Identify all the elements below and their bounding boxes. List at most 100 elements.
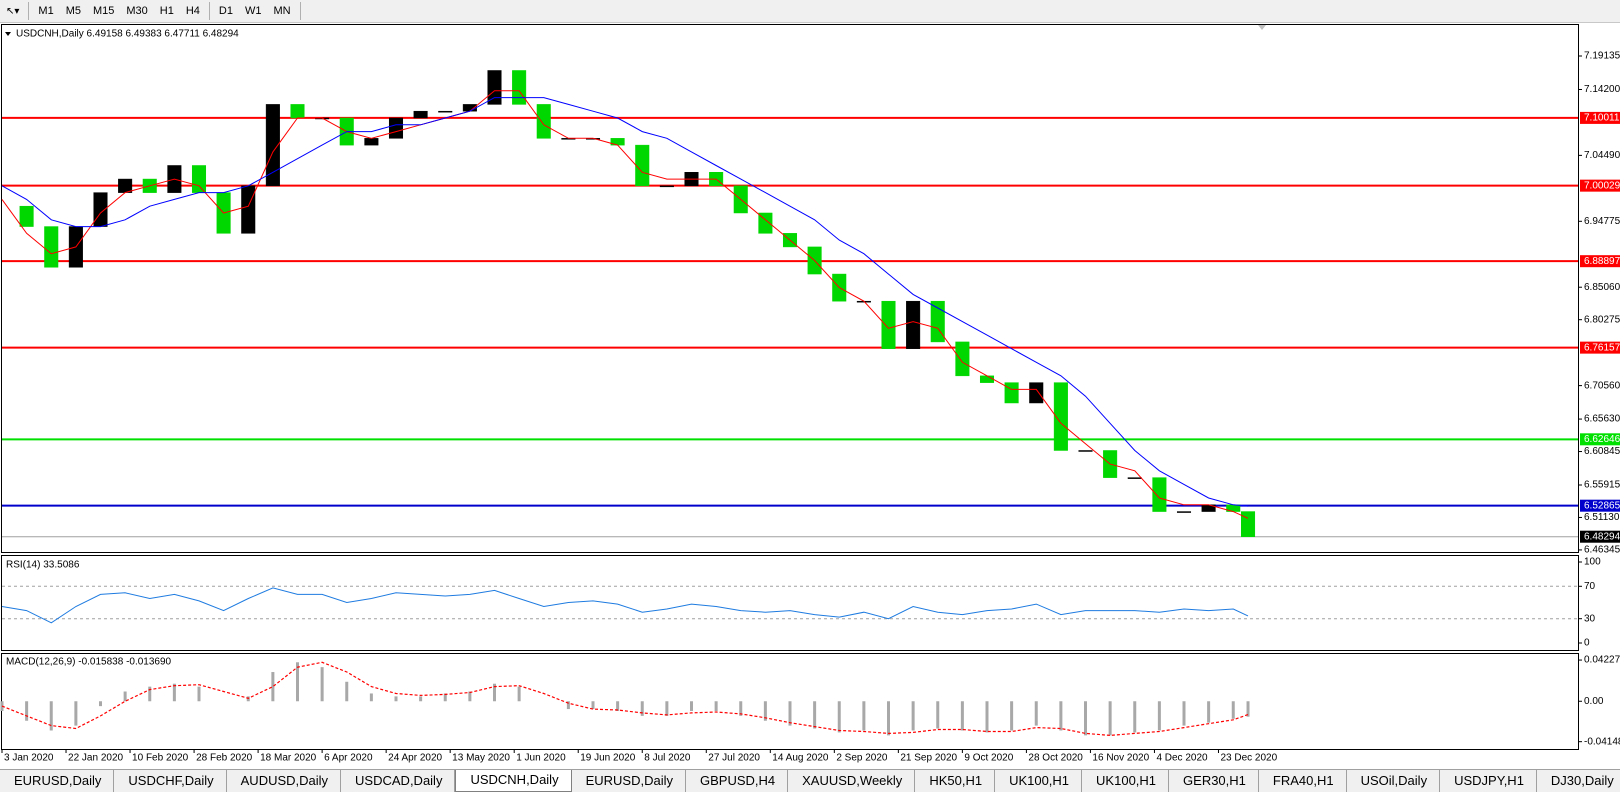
candle [118,178,133,193]
symbol-tab[interactable]: GBPUSD,H4 [686,770,789,792]
symbol-tab[interactable]: UK100,H1 [1082,770,1170,792]
histogram-bar [690,701,693,711]
level-label-box [1580,179,1620,192]
candle [1241,511,1256,537]
histogram-bar [271,672,275,702]
x-tick-label: 6 Apr 2020 [324,753,373,764]
symbol-tab[interactable]: USDCHF,Daily [114,770,227,792]
chart: USDCNH,Daily 6.49158 6.49383 6.47711 6.4… [0,23,1620,769]
symbol-tab[interactable]: EURUSD,Daily [0,770,115,792]
candle [659,185,674,188]
timeframe-button[interactable]: H4 [185,5,200,17]
y-tick-label: 6.60845 [1584,446,1620,457]
level-label: 6.88897 [1584,256,1620,267]
candle [191,165,207,193]
y-tick-label: 0.00 [1584,696,1604,707]
histogram-bar [99,701,102,707]
candle [758,212,773,234]
candle [388,117,404,139]
histogram-bar [1182,701,1186,726]
x-tick-label: 3 Jan 2020 [4,753,54,764]
symbol-tab[interactable]: XAUUSD,Weekly [788,770,916,792]
histogram-bar [74,701,78,726]
x-tick-label: 1 Jun 2020 [516,753,566,764]
y-tick-label: 6.65630 [1584,414,1620,425]
symbol-tab[interactable]: USDCNH,Daily [455,770,572,792]
timeframe-button[interactable]: M5 [65,5,81,17]
symbol-tab[interactable]: EURUSD,Daily [572,770,686,792]
candle [1078,450,1093,452]
level-label: 6.62646 [1584,434,1620,445]
histogram-bar [320,667,324,702]
symbol-tab[interactable]: UK100,H1 [995,770,1083,792]
histogram-bar [517,686,521,702]
level-label-box [1580,499,1620,512]
symbol-tab[interactable]: AUDUSD,Daily [227,770,342,792]
symbol-tab[interactable]: USDJPY,H1 [1440,770,1537,792]
x-tick-label: 28 Feb 2020 [196,753,253,764]
y-tick-label: 6.94775 [1584,216,1620,227]
histogram-bar [1108,701,1112,736]
y-tick-label: 30 [1584,613,1596,624]
timeframe-button[interactable]: M30 [126,5,148,17]
y-tick-label: 0.042275 [1584,655,1620,666]
candle [241,185,256,234]
timeframe-button[interactable]: M1 [38,5,54,17]
y-tick-label: 7.04490 [1584,150,1620,161]
candle [1053,382,1068,451]
symbol-tab[interactable]: DJ30,Daily [1537,770,1620,792]
histogram-bar [394,696,398,702]
candle [364,138,379,146]
cursor-icon[interactable]: ↖▾ [6,5,20,17]
histogram-bar [172,683,176,702]
histogram-bar [813,701,817,729]
moving-average [1,97,1249,507]
candle [438,110,453,113]
x-tick-label: 23 Dec 2020 [1220,753,1277,764]
timeframe-button[interactable]: H1 [159,5,174,17]
histogram-bar [1157,701,1161,731]
y-tick-label: 0 [1584,638,1590,649]
histogram-bar [468,691,472,702]
level-label-box [1580,255,1620,268]
x-tick-label: 21 Sep 2020 [900,753,957,764]
y-tick-label: 100 [1584,557,1601,568]
candle [265,104,280,187]
moving-average [1,90,1249,519]
timeframe-button[interactable]: MN [273,5,291,17]
symbol-tab[interactable]: USOil,Daily [1347,770,1441,792]
histogram-bar [837,701,841,733]
x-tick-label: 19 Jun 2020 [580,753,635,764]
histogram-bar [197,686,201,702]
rsi-title: RSI(14) 33.5086 [6,560,80,571]
candle [930,300,945,343]
x-tick-label: 27 Jul 2020 [708,753,760,764]
candle [19,205,34,227]
histogram-bar [739,701,743,716]
signal-line [1,661,1249,737]
histogram-bar [911,701,915,731]
symbol-tab[interactable]: HK50,H1 [915,770,996,792]
candle [536,104,551,139]
tab-bar: EURUSD,Daily USDCHF,Daily AUDUSD,Daily USDC… [0,769,1620,792]
candle [487,70,502,105]
y-tick-label: 7.14200 [1584,84,1620,95]
timeframe-button[interactable]: D1 [218,5,233,17]
y-tick-label: 6.70560 [1584,380,1620,391]
separator [208,2,210,20]
rsi-panel [1,555,1579,651]
x-tick-label: 10 Feb 2020 [132,753,189,764]
histogram-bar [49,701,53,731]
toolbar: ↖▾ M1 M5 M15 M30 H1 H4 D1 W1 MN [0,0,1620,23]
level-label: 6.48294 [1584,531,1620,542]
x-tick-label: 8 Jul 2020 [644,753,691,764]
x-tick-label: 18 Mar 2020 [260,753,317,764]
symbol-tab[interactable]: USDCAD,Daily [341,770,456,792]
symbol-tab[interactable]: FRA40,H1 [1259,770,1347,792]
histogram-bar [591,701,595,710]
symbol-tab[interactable]: GER30,H1 [1169,770,1259,792]
x-tick-label: 22 Jan 2020 [68,753,123,764]
timeframe-button[interactable]: W1 [244,5,262,17]
timeframe-button[interactable]: M15 [92,5,115,17]
